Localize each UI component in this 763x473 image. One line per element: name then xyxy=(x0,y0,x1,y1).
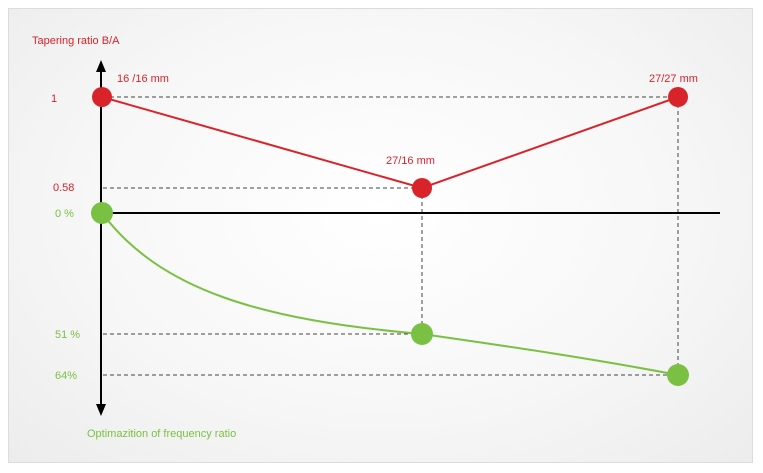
top-axis-label: Tapering ratio B/A xyxy=(32,35,120,47)
frequency-point-3 xyxy=(667,364,689,386)
point-label-27-27: 27/27 mm xyxy=(649,73,698,85)
frequency-curve xyxy=(101,212,679,376)
tapering-point-1 xyxy=(92,87,112,107)
tick-ratio-058: 0.58 xyxy=(53,182,74,194)
guide-lines xyxy=(103,96,679,376)
tick-percent-51: 51 % xyxy=(55,329,80,341)
point-label-27-16: 27/16 mm xyxy=(386,155,435,167)
tapering-point-3 xyxy=(668,87,688,107)
tick-percent-64: 64% xyxy=(55,370,77,382)
axis-arrow-down-icon xyxy=(96,404,106,416)
bottom-axis-label: Optimazition of frequency ratio xyxy=(87,428,236,440)
tick-percent-0: 0 % xyxy=(55,208,74,220)
point-label-16-16: 16 /16 mm xyxy=(117,73,169,85)
frequency-point-2 xyxy=(411,323,433,345)
diagram-frame xyxy=(8,8,753,463)
frequency-point-1 xyxy=(91,202,113,224)
tick-ratio-1: 1 xyxy=(51,93,57,105)
axis-arrow-up-icon xyxy=(96,60,106,72)
tapering-line xyxy=(101,96,679,190)
tapering-point-2 xyxy=(412,178,432,198)
